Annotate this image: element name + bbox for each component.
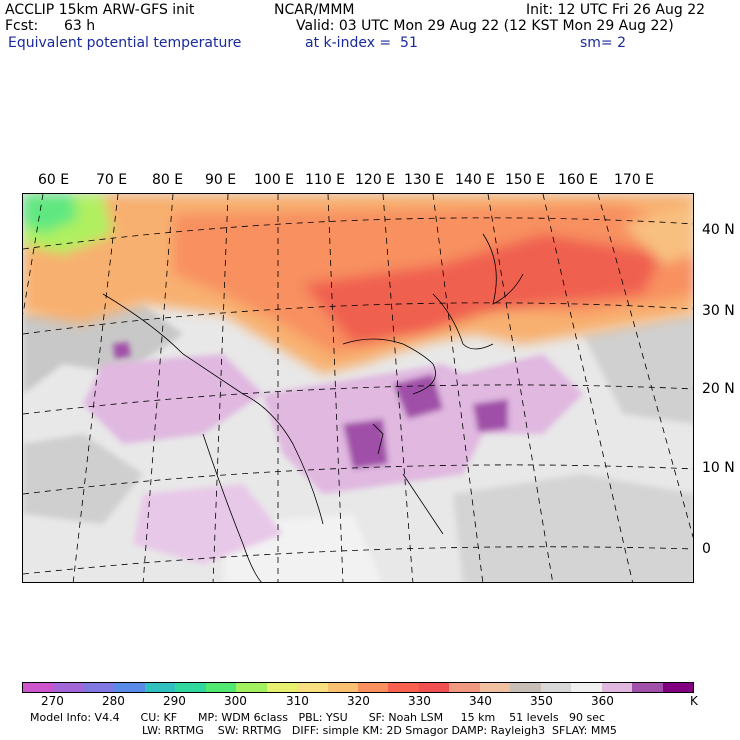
lon-label: 90 E	[205, 172, 237, 188]
lat-label: 40 N	[702, 222, 735, 238]
lon-label: 100 E	[254, 172, 295, 188]
colorbar-swatch	[236, 683, 267, 692]
theta-e-map	[23, 194, 693, 582]
colorbar-swatch	[53, 683, 84, 692]
colorbar-swatch	[479, 683, 511, 692]
run-title: ACCLIP 15km ARW-GFS init	[5, 2, 195, 18]
model-info-line2: LW: RRTMG SW: RRTMG DIFF: simple KM: 2D …	[142, 724, 617, 737]
colorbar-swatch	[205, 683, 237, 692]
colorbar-label: 300	[224, 694, 247, 708]
colorbar-swatch	[23, 683, 54, 692]
lat-label: 20 N	[702, 381, 735, 397]
colorbar-label: 360	[591, 694, 614, 708]
colorbar-swatch	[540, 683, 572, 692]
model-info-line1: Model Info: V4.4 CU: KF MP: WDM 6class P…	[30, 711, 606, 724]
graticule	[23, 194, 693, 582]
coastlines	[102, 233, 524, 582]
colorbar-unit: K	[690, 694, 698, 708]
colorbar-label: 310	[286, 694, 309, 708]
forecast-hour: 63 h	[64, 18, 96, 34]
init-time: Init: 12 UTC Fri 26 Aug 22	[526, 2, 706, 18]
colorbar-swatch	[449, 683, 480, 692]
colorbar-swatch	[266, 683, 298, 692]
lon-label: 80 E	[152, 172, 184, 188]
colorbar-swatch	[357, 683, 389, 692]
lat-label: 30 N	[702, 303, 735, 319]
colorbar-swatch	[144, 683, 176, 692]
colorbar-label: 270	[41, 694, 64, 708]
lon-label: 140 E	[455, 172, 496, 188]
valid-time: Valid: 03 UTC Mon 29 Aug 22 (12 KST Mon …	[296, 18, 674, 34]
colorbar-swatch	[175, 683, 206, 692]
lon-label: 120 E	[355, 172, 396, 188]
warm-band	[23, 194, 693, 374]
colorbar-swatch	[418, 683, 450, 692]
level-index: at k-index = 51	[305, 35, 418, 51]
colorbar-label: 290	[163, 694, 186, 708]
lon-label: 170 E	[614, 172, 655, 188]
lon-label: 70 E	[96, 172, 128, 188]
lon-label: 130 E	[404, 172, 445, 188]
colorbar-label: 350	[530, 694, 553, 708]
lat-label: 0	[702, 541, 711, 557]
center-name: NCAR/MMM	[274, 2, 355, 18]
colorbar-swatch	[571, 683, 602, 692]
colorbar-swatch	[114, 683, 145, 692]
gray-patches	[23, 304, 693, 582]
smoothing: sm= 2	[580, 35, 627, 51]
purple-areas	[83, 342, 583, 564]
colorbar	[22, 682, 694, 693]
forecast-label: Fcst:	[5, 18, 39, 34]
colorbar-swatch	[297, 683, 328, 692]
colorbar-label: 320	[347, 694, 370, 708]
colorbar-swatch	[632, 683, 663, 692]
map-panel	[22, 193, 694, 583]
colorbar-swatch	[510, 683, 541, 692]
lon-label: 60 E	[38, 172, 70, 188]
lon-label: 150 E	[505, 172, 546, 188]
colorbar-label: 330	[408, 694, 431, 708]
colorbar-label: 340	[469, 694, 492, 708]
lon-label: 160 E	[558, 172, 599, 188]
lat-label: 10 N	[702, 460, 735, 476]
colorbar-swatch	[601, 683, 633, 692]
field-name: Equivalent potential temperature	[8, 35, 242, 51]
colorbar-swatch	[327, 683, 358, 692]
colorbar-label: 280	[102, 694, 125, 708]
colorbar-swatch	[662, 683, 693, 692]
colorbar-swatch	[83, 683, 115, 692]
colorbar-swatch	[388, 683, 419, 692]
lon-label: 110 E	[305, 172, 346, 188]
